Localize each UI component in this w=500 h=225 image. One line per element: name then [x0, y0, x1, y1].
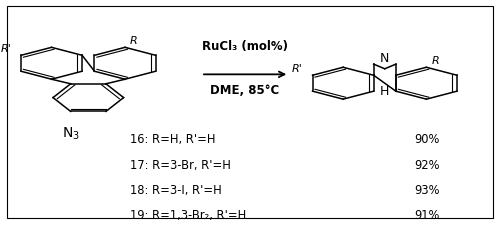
- Text: 90%: 90%: [414, 133, 440, 145]
- Text: 92%: 92%: [414, 158, 440, 171]
- Text: H: H: [380, 85, 390, 98]
- Text: 91%: 91%: [414, 209, 440, 221]
- Text: 18: R=3-I, R'=H: 18: R=3-I, R'=H: [130, 183, 222, 196]
- Text: R': R': [0, 44, 11, 54]
- Text: N: N: [380, 52, 390, 65]
- Text: RuCl₃ (mol%): RuCl₃ (mol%): [202, 40, 288, 53]
- Text: R: R: [432, 56, 439, 66]
- Text: N$_3$: N$_3$: [62, 125, 80, 142]
- Text: 19: R=1,3-Br₂, R'=H: 19: R=1,3-Br₂, R'=H: [130, 209, 246, 221]
- Text: 93%: 93%: [414, 183, 440, 196]
- Text: 16: R=H, R'=H: 16: R=H, R'=H: [130, 133, 216, 145]
- Text: 17: R=3-Br, R'=H: 17: R=3-Br, R'=H: [130, 158, 231, 171]
- Text: R: R: [130, 36, 138, 46]
- Text: DME, 85°C: DME, 85°C: [210, 84, 280, 97]
- Text: R': R': [292, 64, 302, 74]
